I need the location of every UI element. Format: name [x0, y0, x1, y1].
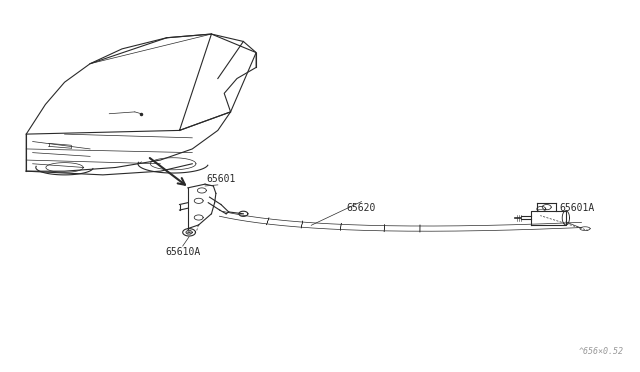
Text: 65601A: 65601A [559, 203, 595, 213]
Text: 65620: 65620 [347, 203, 376, 213]
Text: 65601: 65601 [206, 174, 236, 184]
Text: ^656×0.52: ^656×0.52 [579, 347, 623, 356]
Text: 65610A: 65610A [165, 247, 200, 257]
